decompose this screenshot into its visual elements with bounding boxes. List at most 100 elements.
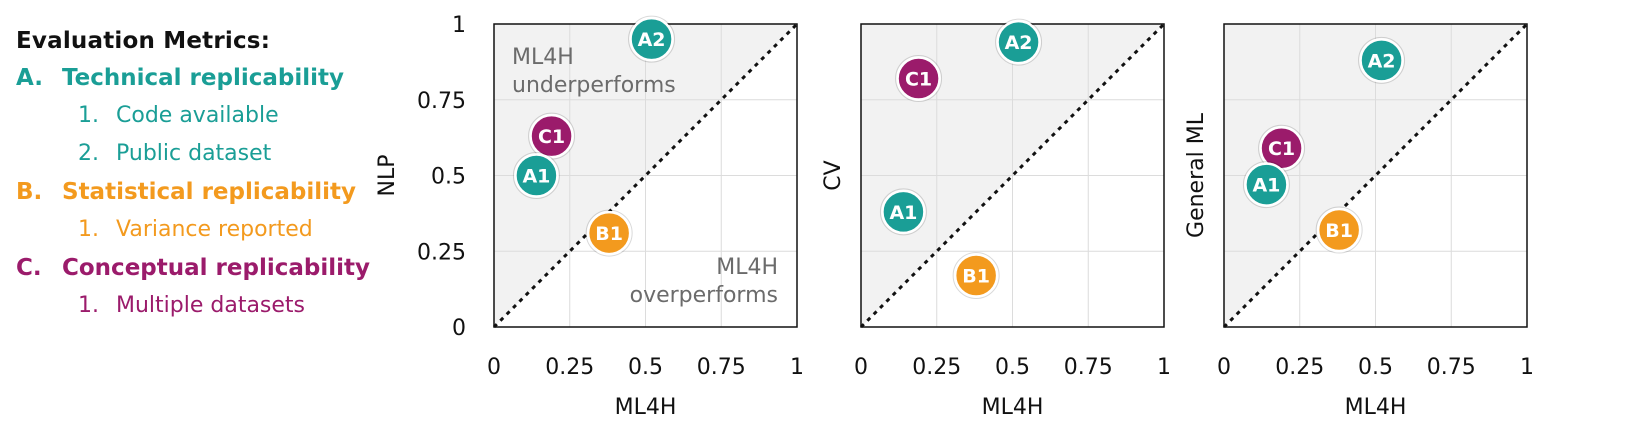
chart-panel-2: 0 0.25 0.5 0.75 1 ML4H CV A2 C1 A1 B1 [821, 18, 1171, 420]
x-axis-label: ML4H [982, 395, 1044, 420]
data-point-marker [529, 113, 574, 159]
data-point-label: A2 [638, 29, 666, 51]
data-point-outline [512, 152, 560, 199]
legend-item-number: 2. [78, 141, 99, 166]
legend-item-label: Public dataset [116, 141, 272, 166]
data-point-outline [952, 251, 1000, 299]
data-point-a2: A2 [1358, 36, 1406, 84]
data-point-a1: A1 [512, 152, 560, 199]
data-point-a1: A1 [1242, 161, 1290, 209]
data-point-marker [514, 153, 559, 198]
legend-item-a2: 2. Public dataset [16, 135, 396, 173]
data-point-outline [879, 188, 927, 236]
data-point-b1: B1 [585, 209, 633, 257]
data-point-label: C1 [1268, 138, 1295, 160]
legend-title: Evaluation Metrics: [16, 28, 271, 54]
data-point-a2: A2 [628, 15, 676, 63]
legend-category-label: Statistical replicability [62, 179, 357, 205]
y-axis-label: NLP [375, 155, 400, 197]
legend-item-label: Multiple datasets [116, 293, 306, 318]
x-tick-label: 0.5 [1358, 355, 1393, 380]
data-point-outline [1315, 206, 1363, 254]
data-point-label: B1 [1325, 220, 1353, 242]
x-tick-label: 0.75 [1064, 355, 1113, 380]
y-tick-label: 1 [452, 13, 466, 38]
x-tick-label: 0.25 [1275, 355, 1324, 380]
x-tick-label: 0.25 [545, 355, 594, 380]
data-point-marker [996, 19, 1041, 65]
x-tick-label: 0.25 [912, 355, 961, 380]
y-axis-label: CV [821, 160, 846, 190]
data-point-label: A1 [889, 202, 917, 224]
data-point-b1: B1 [952, 251, 1000, 299]
annotation-line: underperforms [512, 73, 676, 98]
data-point-b1: B1 [1315, 206, 1363, 254]
data-point-outline [1358, 36, 1406, 84]
legend-category-label: Conceptual replicability [62, 255, 370, 281]
y-axis-label: General ML [1184, 112, 1209, 238]
data-point-outline [995, 18, 1043, 66]
data-point-marker [1244, 162, 1289, 207]
annotation-line: ML4H [716, 255, 778, 280]
x-tick-label: 0.75 [697, 355, 746, 380]
data-point-outline [528, 112, 576, 160]
data-point-marker [881, 189, 926, 235]
x-tick-label: 0 [1217, 355, 1231, 380]
data-point-label: A2 [1005, 32, 1033, 54]
data-point-marker [1316, 207, 1362, 253]
x-tick-label: 0.5 [995, 355, 1030, 380]
y-tick-label: 0.5 [431, 165, 466, 190]
y-tick-label: 0 [452, 316, 466, 341]
data-point-label: A1 [522, 166, 550, 188]
x-tick-label: 0.5 [628, 355, 663, 380]
legend-category-c: C. Conceptual replicability [16, 249, 396, 287]
data-point-marker [896, 56, 941, 101]
data-point-label: C1 [905, 69, 932, 91]
legend-item-a1: 1. Code available [16, 97, 396, 135]
data-point-outline [628, 15, 676, 63]
legend-item-number: 1. [78, 217, 99, 242]
annotation-line: overperforms [630, 283, 778, 308]
legend-category-letter: C. [16, 255, 42, 281]
y-tick-label: 0.75 [417, 89, 466, 114]
data-point-outline [895, 55, 943, 103]
x-axis-label: ML4H [1345, 395, 1407, 420]
legend-category-b: B. Statistical replicability [16, 173, 396, 211]
evaluation-metrics-legend: Evaluation Metrics: A. Technical replicab… [16, 28, 396, 325]
legend-category-letter: B. [16, 179, 43, 205]
legend-item-number: 1. [78, 103, 99, 128]
chart-panel-1: 0 0.25 0.5 0.75 1 0 0.25 0.5 0.75 1 ML4H NLP ML4H und… [375, 13, 804, 420]
legend-category-letter: A. [16, 65, 43, 91]
data-point-a2: A2 [995, 18, 1043, 66]
data-point-c1: C1 [895, 55, 943, 103]
y-tick-label: 0.25 [417, 240, 466, 265]
legend-category-a: A. Technical replicability [16, 59, 396, 97]
legend-item-label: Code available [116, 103, 279, 128]
legend-item-b1: 1. Variance reported [16, 211, 396, 249]
legend-item-label: Variance reported [116, 217, 313, 242]
x-tick-label: 1 [1520, 355, 1534, 380]
x-tick-label: 1 [790, 355, 804, 380]
data-point-a1: A1 [879, 188, 927, 236]
legend-item-c1: 1. Multiple datasets [16, 287, 396, 325]
annotation-overperforms: ML4H overperforms [630, 255, 778, 308]
data-point-c1: C1 [528, 112, 576, 160]
data-point-marker [586, 210, 632, 256]
x-tick-label: 0 [487, 355, 501, 380]
data-point-label: B1 [962, 265, 990, 287]
data-point-marker [953, 253, 999, 298]
chart-panel-3: 0 0.25 0.5 0.75 1 ML4H General ML A2 C1 A1 B1 [1184, 22, 1534, 420]
data-point-marker [1359, 38, 1404, 83]
data-point-label: C1 [538, 126, 565, 148]
data-point-label: B1 [595, 223, 623, 245]
data-point-label: A1 [1252, 175, 1280, 197]
plot-frame [1223, 23, 1528, 328]
data-point-marker [629, 16, 674, 62]
data-point-outline [585, 209, 633, 257]
x-tick-label: 0 [854, 355, 868, 380]
legend-category-label: Technical replicability [62, 65, 344, 91]
legend-item-number: 1. [78, 293, 99, 318]
annotation-line: ML4H [512, 45, 574, 70]
annotation-underperforms: ML4H underperforms [512, 45, 676, 98]
